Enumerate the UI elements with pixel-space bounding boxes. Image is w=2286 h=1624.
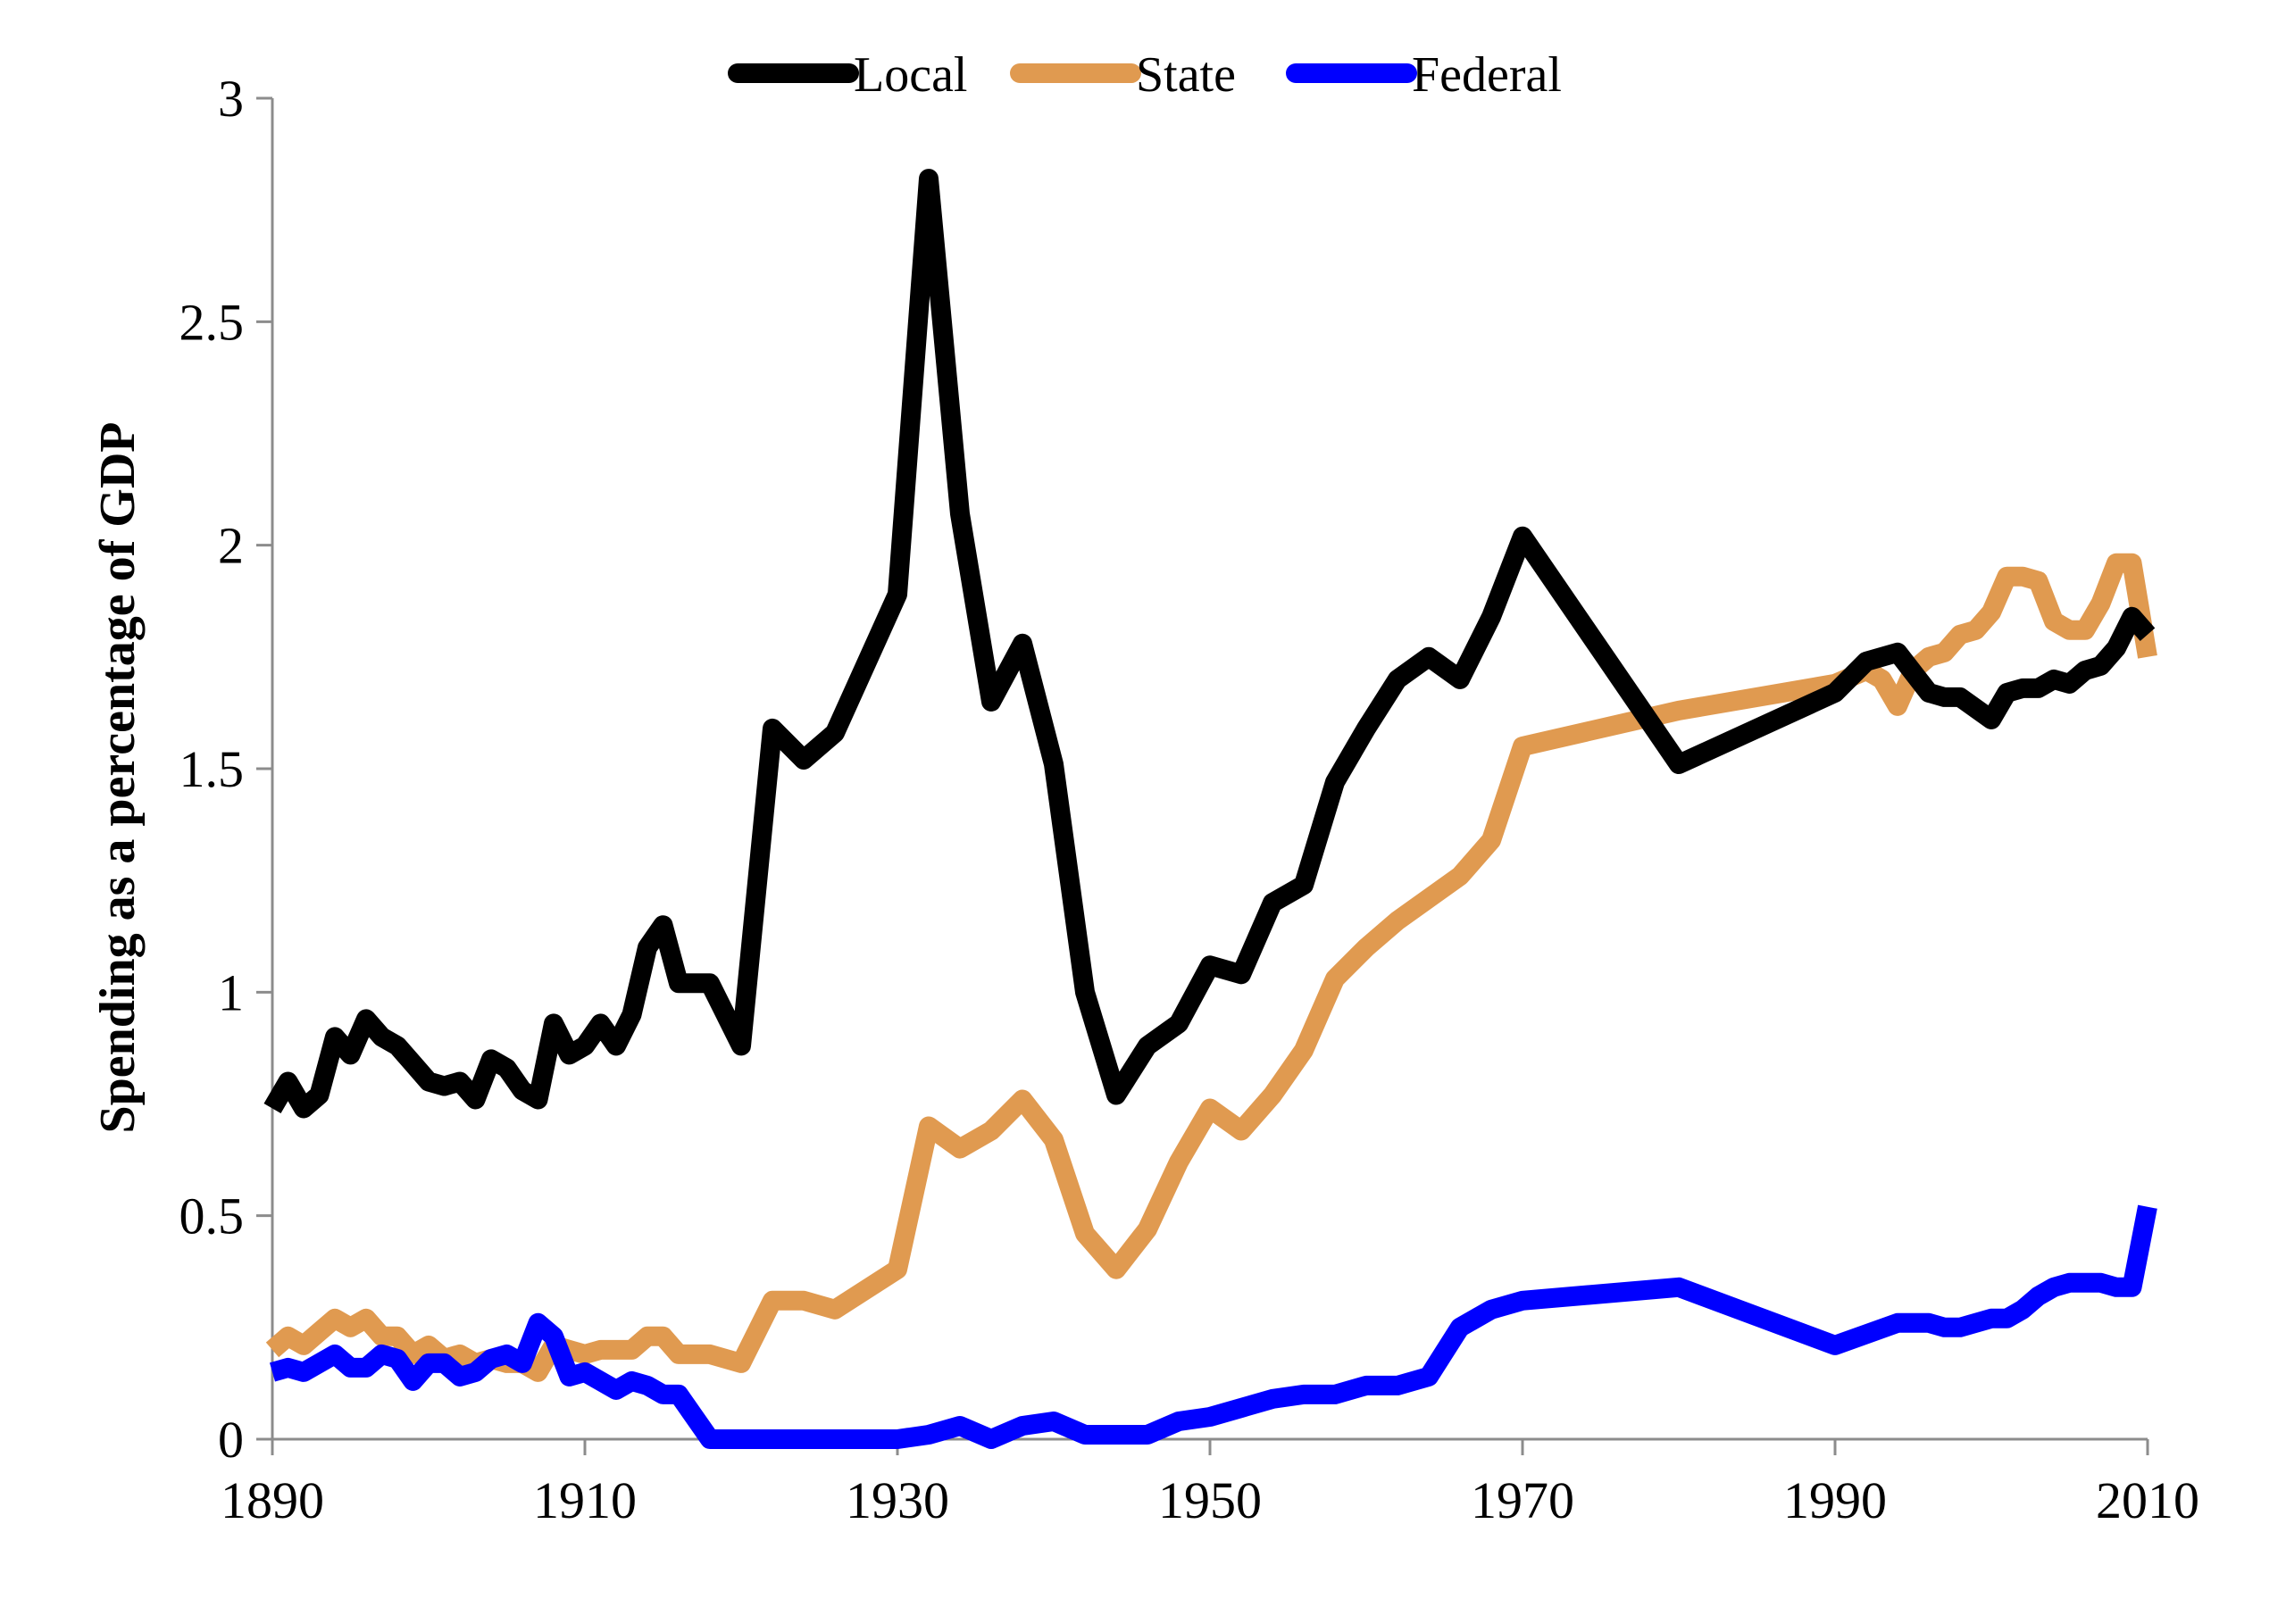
- x-tick-label: 1930: [846, 1471, 949, 1529]
- series-line-state: [265, 553, 2157, 1382]
- x-tick-label: 1890: [221, 1471, 324, 1529]
- y-axis-title-group: Spending as a percentage of GDP: [90, 422, 146, 1134]
- y-tick-label: 2.5: [179, 293, 245, 351]
- x-tick-label: 1970: [1471, 1471, 1574, 1529]
- y-tick-label: 0.5: [179, 1187, 245, 1245]
- y-tick-label: 1: [218, 963, 244, 1021]
- x-tick-label: 1950: [1158, 1471, 1262, 1529]
- y-tick-label: 2: [218, 517, 244, 575]
- y-tick-label: 3: [218, 70, 244, 128]
- legend: Local State Federal: [728, 47, 1562, 103]
- y-tick-label: 1.5: [179, 740, 245, 798]
- y-axis-title: Spending as a percentage of GDP: [90, 422, 146, 1134]
- legend-label-federal: Federal: [1412, 47, 1562, 103]
- axes: 0 0.5 1 1.5 2 2.5 3 1890 1910 1930 1950 1970 1990 201…: [179, 70, 2200, 1529]
- series-line-local: [263, 169, 2156, 1119]
- x-tick-label: 1910: [533, 1471, 637, 1529]
- x-tick-label: 2010: [2096, 1471, 2199, 1529]
- x-tick-label: 1990: [1783, 1471, 1887, 1529]
- y-tick-label: 0: [218, 1411, 244, 1469]
- series-layer: [263, 169, 2157, 1449]
- legend-label-state: State: [1136, 47, 1236, 103]
- legend-label-local: Local: [854, 47, 967, 103]
- series-line-federal: [269, 1204, 2157, 1449]
